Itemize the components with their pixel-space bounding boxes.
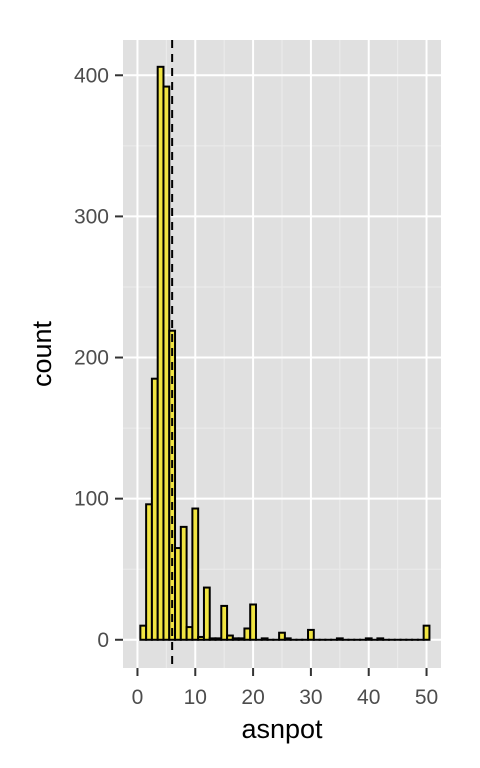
y-tick-label: 200 bbox=[74, 347, 109, 370]
x-tick-label: 0 bbox=[132, 686, 144, 709]
x-axis-ticks: 0 10 20 30 40 50 bbox=[132, 668, 438, 709]
histogram-bar bbox=[307, 628, 315, 641]
histogram-bars bbox=[139, 65, 431, 641]
y-axis-ticks: 0 100 200 300 400 bbox=[74, 64, 123, 652]
x-tick-label: 30 bbox=[299, 686, 322, 709]
histogram-bar bbox=[179, 525, 188, 641]
x-tick-label: 20 bbox=[241, 686, 264, 709]
y-tick-label: 100 bbox=[74, 488, 109, 511]
x-tick-label: 40 bbox=[357, 686, 380, 709]
y-axis-title: count bbox=[27, 320, 57, 387]
x-tick-label: 50 bbox=[415, 686, 438, 709]
y-tick-label: 300 bbox=[74, 205, 109, 228]
histogram-bar bbox=[422, 624, 431, 641]
histogram-bar bbox=[202, 586, 211, 641]
y-tick-label: 400 bbox=[74, 64, 109, 87]
y-tick-label: 0 bbox=[97, 629, 109, 652]
histogram-bar bbox=[278, 631, 286, 641]
x-tick-label: 10 bbox=[184, 686, 207, 709]
x-axis-title: asnpot bbox=[241, 714, 323, 744]
histogram-bar bbox=[220, 604, 229, 641]
histogram-bar bbox=[191, 507, 200, 641]
histogram-bar bbox=[168, 329, 177, 641]
histogram-bar bbox=[249, 603, 257, 641]
